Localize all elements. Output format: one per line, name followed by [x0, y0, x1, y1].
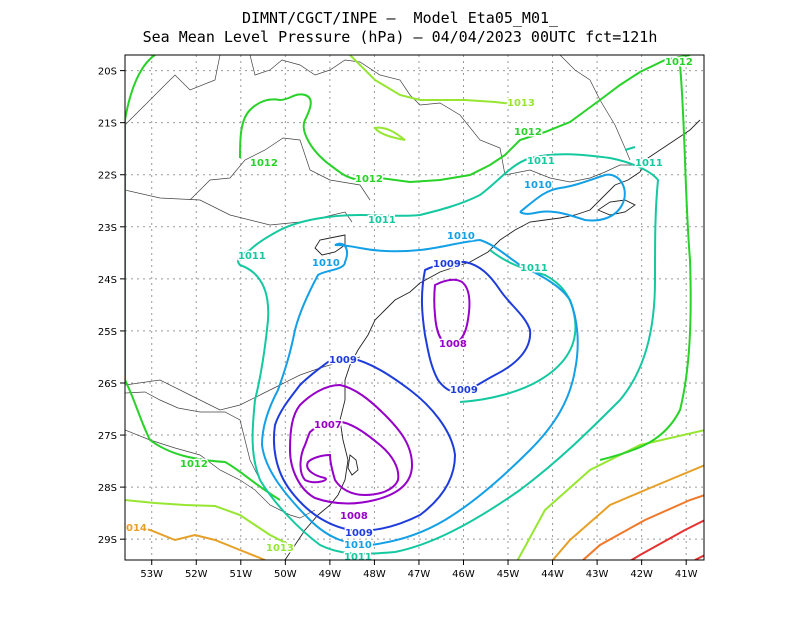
- lon-label: 51W: [229, 569, 252, 580]
- boundary-sc-rs: [125, 429, 316, 519]
- lon-label: 50W: [274, 569, 297, 580]
- isobar-1010-ne: [519, 173, 626, 222]
- state-boundaries: [125, 55, 646, 519]
- boundary-pr-north: [189, 137, 371, 201]
- lon-label: 47W: [408, 569, 431, 580]
- lat-label: 25S: [98, 327, 117, 338]
- contour-label: 1010: [447, 231, 475, 242]
- isobar-1012-north-loop: [239, 93, 361, 181]
- isobar-1009-south: [272, 356, 457, 532]
- axis-ticks: [120, 70, 687, 565]
- isobar-1010-main: [260, 238, 579, 547]
- lat-label: 24S: [98, 275, 117, 286]
- plot-area: 1012 1012 1013 1012 1012 1011 1011 1011 …: [125, 55, 704, 563]
- plot-frame: [124, 54, 705, 561]
- lon-label: 41W: [675, 569, 698, 580]
- lon-label: 49W: [319, 569, 342, 580]
- isobar-1012-westmain: [125, 55, 281, 501]
- contour-label: 1011: [635, 158, 663, 169]
- contour-label: 1011: [520, 263, 548, 274]
- contour-label: 1008: [439, 339, 467, 350]
- contour-label: 1011: [527, 156, 555, 167]
- isobar-1012-east: [379, 55, 691, 184]
- boundary-ms-sp: [125, 55, 221, 126]
- isobar-1012-eastmain: [599, 64, 692, 461]
- isobar-1016: [629, 519, 704, 560]
- contour-label: 1009: [329, 355, 357, 366]
- isobar-1013-north: [349, 55, 521, 106]
- boundary-pr-sc: [125, 356, 361, 411]
- contour-label: 1012: [180, 459, 208, 470]
- contour-label: 1013: [507, 98, 535, 109]
- isobar-1009-north: [420, 260, 532, 394]
- graticule-grid: [125, 55, 704, 560]
- contour-label: 1009: [450, 385, 478, 396]
- isobar-1013-east: [516, 429, 704, 560]
- contour-label: 1010: [312, 258, 340, 269]
- isobar-1011-dash: [624, 146, 636, 151]
- lat-label: 29S: [98, 535, 117, 546]
- isobar-1014-east: [551, 464, 704, 560]
- contour-label: 1013: [266, 543, 294, 554]
- isobar-1013-loop: [373, 126, 406, 141]
- map-title-line1: DIMNT/CGCT/INPE – Model Eta05_M01_: [241, 9, 559, 27]
- lat-label: 23S: [98, 223, 117, 234]
- lon-label: 43W: [586, 569, 609, 580]
- latitude-labels: 20S 21S 22S 23S 24S 25S 26S 27S 28S 29S: [98, 67, 117, 547]
- contour-label: 1010: [524, 180, 552, 191]
- contour-label: 1011: [238, 251, 266, 262]
- contour-label: 1010: [344, 540, 372, 551]
- isobar-1011-main: [237, 153, 660, 555]
- isobar-1007: [299, 420, 400, 497]
- contour-label: 1012: [665, 57, 693, 68]
- isobar-1016b: [694, 554, 704, 560]
- boundary-mg-rj: [504, 159, 646, 183]
- contour-label: 1011: [368, 215, 396, 226]
- contour-label: 014: [126, 523, 147, 534]
- lon-label: 46W: [452, 569, 475, 580]
- boundary-argentina: [125, 391, 261, 481]
- lon-label: 44W: [541, 569, 564, 580]
- isobars: [125, 55, 704, 560]
- lat-label: 28S: [98, 483, 117, 494]
- isobar-1014-west: [125, 524, 266, 560]
- boundary-mg-sp: [249, 55, 506, 176]
- contour-label: 1009: [345, 528, 373, 539]
- lon-label: 52W: [185, 569, 208, 580]
- lat-label: 27S: [98, 431, 117, 442]
- isobar-1008-south: [288, 383, 414, 505]
- contour-labels: 1012 1012 1013 1012 1012 1011 1011 1011 …: [125, 56, 694, 563]
- contour-label: 1008: [340, 511, 368, 522]
- lon-label: 45W: [497, 569, 520, 580]
- isobar-1013-south: [125, 499, 291, 546]
- map-title-line2: Sea Mean Level Pressure (hPa) – 04/04/20…: [142, 28, 658, 46]
- contour-label: 1009: [433, 259, 461, 270]
- contour-label: 1011: [344, 552, 372, 563]
- isobar-1008-north: [433, 278, 471, 347]
- lon-label: 42W: [630, 569, 653, 580]
- lat-label: 20S: [98, 67, 117, 78]
- boundary-pr-sp: [125, 189, 353, 226]
- isobar-1011-inner-east: [459, 249, 577, 403]
- contour-label: 1007: [314, 420, 342, 431]
- lat-label: 21S: [98, 119, 117, 130]
- contour-label: 1012: [250, 158, 278, 169]
- contour-label: 1012: [514, 127, 542, 138]
- lat-label: 26S: [98, 379, 117, 390]
- lon-label: 53W: [140, 569, 163, 580]
- contour-label: 1012: [355, 174, 383, 185]
- lon-label: 48W: [363, 569, 386, 580]
- longitude-labels: 53W 52W 51W 50W 49W 48W 47W 46W 45W 44W 43W 42W 41W: [140, 569, 697, 580]
- lat-label: 22S: [98, 171, 117, 182]
- isobar-1015: [581, 494, 704, 560]
